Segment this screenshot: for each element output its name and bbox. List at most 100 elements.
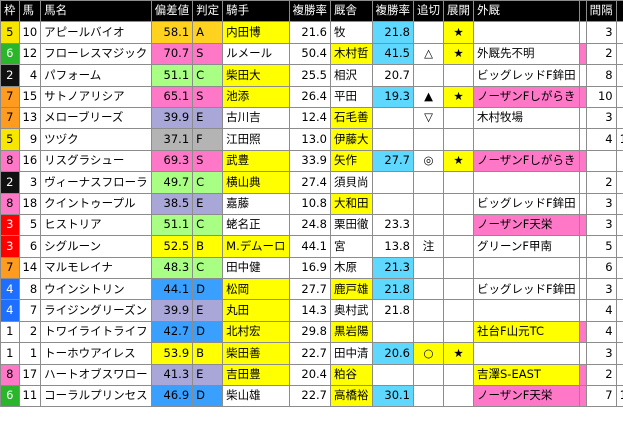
outside-stable-cell: ビッグレッドF鉾田 (473, 64, 580, 87)
horse-name-cell: アピールバイオ (40, 21, 152, 44)
trainer-rate-cell: 30.1 (371, 385, 414, 408)
last-finish-cell: 4 (615, 256, 623, 280)
grade-cell: S (192, 85, 224, 108)
workout-mark-cell (413, 299, 444, 322)
trainer-rate-cell (371, 171, 414, 194)
trainer-rate-cell: 13.8 (371, 235, 414, 258)
horse-number-cell: 17 (18, 363, 42, 387)
outside-stable-flag-cell (578, 299, 587, 322)
waku-cell: 3 (0, 213, 20, 237)
horse-number-cell: 5 (18, 213, 42, 237)
waku-cell: 2 (0, 171, 20, 194)
deviation-cell: 38.5 (150, 192, 194, 215)
interval-cell: 7 (585, 385, 617, 408)
outside-stable-cell (473, 256, 580, 280)
grade-cell: B (192, 235, 224, 258)
waku-cell: 6 (0, 385, 20, 408)
header-cell[interactable]: 複勝率 (371, 0, 414, 23)
header-cell[interactable]: 間隔 (585, 0, 617, 23)
header-cell[interactable]: 馬名 (40, 0, 152, 23)
sort-arrow-header[interactable]: ↑ (615, 0, 623, 23)
jockey-rate-cell: 13.0 (288, 128, 331, 151)
last-finish-cell: 1 (615, 21, 623, 44)
deviation-cell: 49.7 (150, 171, 194, 194)
outside-stable-cell (473, 299, 580, 322)
waku-cell: 5 (0, 21, 20, 44)
header-cell[interactable]: 偏差値 (150, 0, 194, 23)
horse-number-cell: 18 (18, 192, 42, 215)
last-finish-cell: 2 (615, 213, 623, 237)
header-cell[interactable]: 複勝率 (288, 0, 331, 23)
horse-name-cell: ヒストリア (40, 213, 152, 237)
header-cell[interactable]: 判定 (192, 0, 224, 23)
horse-name-cell: ツヅク (40, 128, 152, 151)
outside-stable-flag-cell (578, 149, 587, 173)
outside-stable-cell: グリーンF甲南 (473, 235, 580, 258)
interval-cell: 5 (585, 235, 617, 258)
header-cell[interactable]: 騎手 (222, 0, 290, 23)
jockey-cell: 江田照 (222, 128, 290, 151)
horse-number-cell: 9 (18, 128, 42, 151)
trainer-cell: 石毛善 (330, 106, 373, 130)
trainer-cell: 宮 (330, 235, 373, 258)
trainer-cell: 伊藤大 (330, 128, 373, 151)
waku-cell: 1 (0, 342, 20, 365)
header-cell[interactable]: 展開 (443, 0, 474, 23)
jockey-rate-cell: 22.7 (288, 342, 331, 365)
trainer-rate-cell: 21.8 (371, 299, 414, 322)
grade-cell: B (192, 342, 224, 365)
interval-cell: 2 (585, 42, 617, 66)
outside-stable-cell: 吉澤S-EAST (473, 363, 580, 387)
outside-stable-flag-cell (578, 106, 587, 130)
workout-mark-cell (413, 64, 444, 87)
jockey-cell: 松岡 (222, 278, 290, 301)
last-finish-cell: 18 (615, 385, 623, 408)
outside-stable-cell: 木村牧場 (473, 106, 580, 130)
horse-number-cell: 1 (18, 342, 42, 365)
jockey-cell: M.デムーロ (222, 235, 290, 258)
outside-stable-cell: ノーザンFしがらき (473, 149, 580, 173)
header-cell[interactable]: 枠 (0, 0, 20, 23)
workout-mark-cell (413, 278, 444, 301)
header-cell[interactable] (578, 0, 587, 23)
header-cell[interactable]: 馬 (18, 0, 42, 23)
outside-stable-flag-cell (578, 385, 587, 408)
horse-name-cell: コーラルプリンセス (40, 385, 152, 408)
jockey-cell: 丸田 (222, 299, 290, 322)
interval-cell: 3 (585, 213, 617, 237)
outside-stable-cell: ノーザンF天栄 (473, 385, 580, 408)
pace-mark-cell (443, 320, 474, 344)
workout-mark-cell: ○ (413, 342, 444, 365)
interval-cell: 4 (585, 299, 617, 322)
interval-cell: 10 (585, 85, 617, 108)
waku-cell: 7 (0, 85, 20, 108)
workout-mark-cell (413, 256, 444, 280)
jockey-cell: 田中健 (222, 256, 290, 280)
last-finish-cell: 8 (615, 342, 623, 365)
horse-name-cell: リスグラシュー (40, 149, 152, 173)
pace-mark-cell: ★ (443, 21, 474, 44)
trainer-cell: 大和田 (330, 192, 373, 215)
workout-mark-cell: ▽ (413, 106, 444, 130)
horse-number-cell: 8 (18, 278, 42, 301)
header-cell[interactable]: 外厩 (473, 0, 580, 23)
pace-mark-cell (443, 106, 474, 130)
horse-name-cell: マルモレイナ (40, 256, 152, 280)
pace-mark-cell (443, 64, 474, 87)
workout-mark-cell (413, 213, 444, 237)
outside-stable-cell: 社台F山元TC (473, 320, 580, 344)
header-cell[interactable]: 追切 (413, 0, 444, 23)
outside-stable-flag-cell (578, 320, 587, 344)
outside-stable-flag-cell (578, 342, 587, 365)
interval-cell: 2 (585, 171, 617, 194)
grade-cell: D (192, 385, 224, 408)
trainer-rate-cell: 21.8 (371, 278, 414, 301)
header-cell[interactable]: 厩舎 (330, 0, 373, 23)
outside-stable-cell (473, 171, 580, 194)
waku-cell: 8 (0, 363, 20, 387)
trainer-cell: 粕谷 (330, 363, 373, 387)
trainer-rate-cell: 41.5 (371, 42, 414, 66)
